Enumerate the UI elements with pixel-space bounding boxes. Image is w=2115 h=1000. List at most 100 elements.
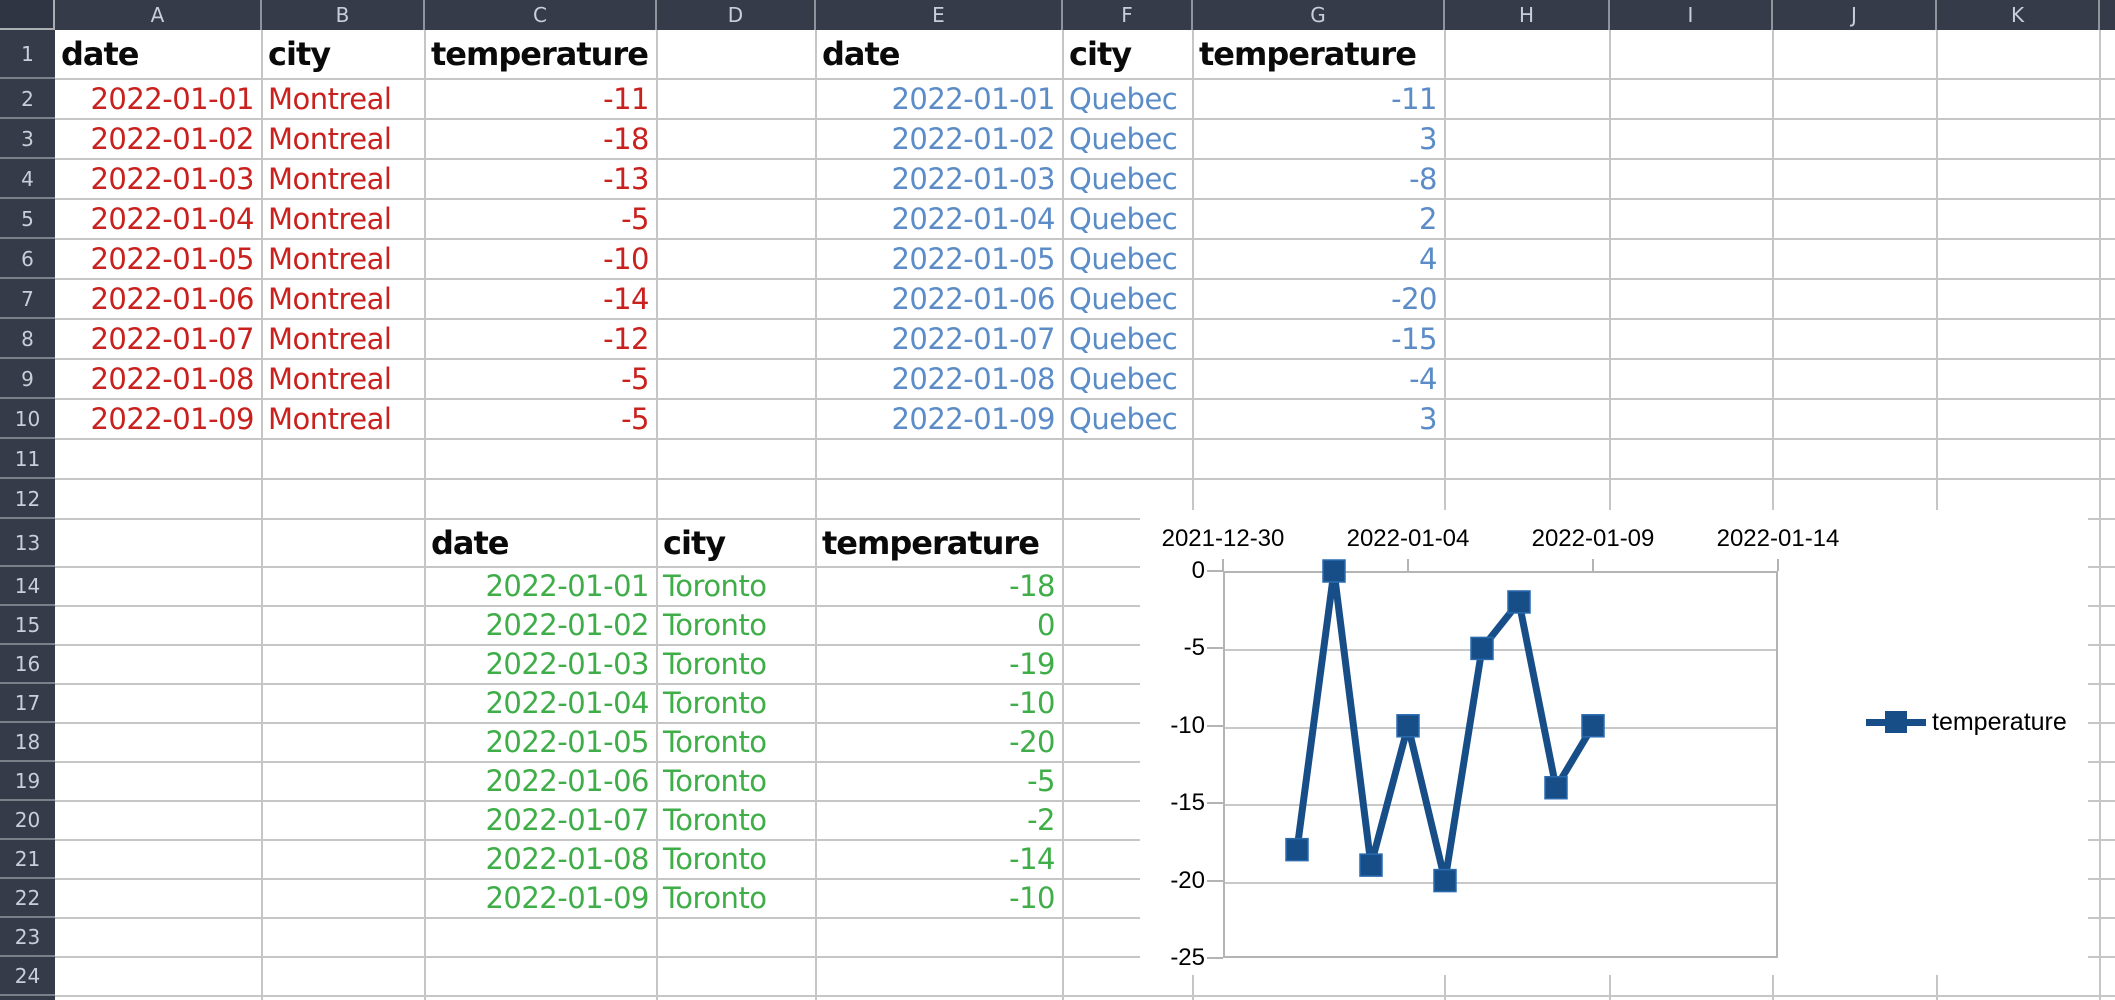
cell-D20[interactable]: Toronto <box>663 803 767 837</box>
cell-B7[interactable]: Montreal <box>268 282 392 316</box>
cell-D16[interactable]: Toronto <box>663 647 767 681</box>
cell-G1[interactable]: temperature <box>1199 35 1417 73</box>
cell-A10[interactable]: 2022-01-09 <box>90 402 254 436</box>
row-header-6[interactable]: 6 <box>0 239 55 279</box>
row-header-16[interactable]: 16 <box>0 645 55 684</box>
cell-C9[interactable]: -5 <box>621 362 649 396</box>
cell-F6[interactable]: Quebec <box>1069 242 1178 276</box>
cell-C19[interactable]: 2022-01-06 <box>485 764 649 798</box>
embedded-chart[interactable]: 0 -5 -10 -15 -20 -25 2021-12-30 2022-01-04 2022-… <box>1140 510 2088 975</box>
row-header-21[interactable]: 21 <box>0 840 55 879</box>
column-header-J[interactable]: J <box>1773 0 1937 30</box>
cell-E7[interactable]: 2022-01-06 <box>891 282 1055 316</box>
cell-D21[interactable]: Toronto <box>663 842 767 876</box>
cell-G4[interactable]: -8 <box>1409 162 1437 196</box>
row-header-23[interactable]: 23 <box>0 918 55 957</box>
cell-D17[interactable]: Toronto <box>663 686 767 720</box>
cell-C10[interactable]: -5 <box>621 402 649 436</box>
column-header-I[interactable]: I <box>1610 0 1773 30</box>
cell-D15[interactable]: Toronto <box>663 608 767 642</box>
cell-E14[interactable]: -18 <box>1009 569 1055 603</box>
row-header-17[interactable]: 17 <box>0 684 55 723</box>
cell-C6[interactable]: -10 <box>603 242 649 276</box>
column-header-A[interactable]: A <box>55 0 262 30</box>
cell-C22[interactable]: 2022-01-09 <box>485 881 649 915</box>
row-header-9[interactable]: 9 <box>0 359 55 399</box>
cell-C16[interactable]: 2022-01-03 <box>485 647 649 681</box>
row-header-14[interactable]: 14 <box>0 567 55 606</box>
cell-A8[interactable]: 2022-01-07 <box>90 322 254 356</box>
cell-A5[interactable]: 2022-01-04 <box>90 202 254 236</box>
row-header-3[interactable]: 3 <box>0 119 55 159</box>
column-header-F[interactable]: F <box>1063 0 1193 30</box>
row-header-24[interactable]: 24 <box>0 957 55 996</box>
cell-D13[interactable]: city <box>663 524 726 562</box>
cell-D14[interactable]: Toronto <box>663 569 767 603</box>
cell-F9[interactable]: Quebec <box>1069 362 1178 396</box>
column-header-B[interactable]: B <box>262 0 425 30</box>
cell-F3[interactable]: Quebec <box>1069 122 1178 156</box>
cell-G2[interactable]: -11 <box>1391 82 1437 116</box>
cell-B1[interactable]: city <box>268 35 331 73</box>
cell-G7[interactable]: -20 <box>1391 282 1437 316</box>
row-header-18[interactable]: 18 <box>0 723 55 762</box>
row-header-22[interactable]: 22 <box>0 879 55 918</box>
cell-F10[interactable]: Quebec <box>1069 402 1178 436</box>
cell-F8[interactable]: Quebec <box>1069 322 1178 356</box>
column-header-C[interactable]: C <box>425 0 657 30</box>
column-header-G[interactable]: G <box>1193 0 1445 30</box>
row-header-20[interactable]: 20 <box>0 801 55 840</box>
cell-C7[interactable]: -14 <box>603 282 649 316</box>
cell-C14[interactable]: 2022-01-01 <box>485 569 649 603</box>
cell-C17[interactable]: 2022-01-04 <box>485 686 649 720</box>
row-header-15[interactable]: 15 <box>0 606 55 645</box>
cell-E3[interactable]: 2022-01-02 <box>891 122 1055 156</box>
cell-F7[interactable]: Quebec <box>1069 282 1178 316</box>
cell-B2[interactable]: Montreal <box>268 82 392 116</box>
cell-C21[interactable]: 2022-01-08 <box>485 842 649 876</box>
row-header-4[interactable]: 4 <box>0 159 55 199</box>
cell-B4[interactable]: Montreal <box>268 162 392 196</box>
cell-A6[interactable]: 2022-01-05 <box>90 242 254 276</box>
row-header-10[interactable]: 10 <box>0 399 55 439</box>
cell-E19[interactable]: -5 <box>1027 764 1055 798</box>
cell-G10[interactable]: 3 <box>1419 402 1437 436</box>
row-header-2[interactable]: 2 <box>0 79 55 119</box>
cell-C2[interactable]: -11 <box>603 82 649 116</box>
cell-A7[interactable]: 2022-01-06 <box>90 282 254 316</box>
cell-C3[interactable]: -18 <box>603 122 649 156</box>
cell-F2[interactable]: Quebec <box>1069 82 1178 116</box>
cell-A9[interactable]: 2022-01-08 <box>90 362 254 396</box>
cell-E8[interactable]: 2022-01-07 <box>891 322 1055 356</box>
cell-B6[interactable]: Montreal <box>268 242 392 276</box>
cell-A1[interactable]: date <box>61 35 139 73</box>
row-header-11[interactable]: 11 <box>0 439 55 479</box>
cell-E20[interactable]: -2 <box>1027 803 1055 837</box>
column-header-D[interactable]: D <box>657 0 816 30</box>
cell-D18[interactable]: Toronto <box>663 725 767 759</box>
cell-G5[interactable]: 2 <box>1419 202 1437 236</box>
cell-E10[interactable]: 2022-01-09 <box>891 402 1055 436</box>
column-header-H[interactable]: H <box>1445 0 1610 30</box>
cell-F1[interactable]: city <box>1069 35 1132 73</box>
row-header-12[interactable]: 12 <box>0 479 55 519</box>
cell-C4[interactable]: -13 <box>603 162 649 196</box>
cell-E13[interactable]: temperature <box>822 524 1040 562</box>
cell-F4[interactable]: Quebec <box>1069 162 1178 196</box>
cell-E21[interactable]: -14 <box>1009 842 1055 876</box>
cell-E5[interactable]: 2022-01-04 <box>891 202 1055 236</box>
cell-E17[interactable]: -10 <box>1009 686 1055 720</box>
row-header-5[interactable]: 5 <box>0 199 55 239</box>
cell-D22[interactable]: Toronto <box>663 881 767 915</box>
cell-C13[interactable]: date <box>431 524 509 562</box>
cell-D19[interactable]: Toronto <box>663 764 767 798</box>
cell-E18[interactable]: -20 <box>1009 725 1055 759</box>
cell-E9[interactable]: 2022-01-08 <box>891 362 1055 396</box>
cell-E16[interactable]: -19 <box>1009 647 1055 681</box>
cell-E2[interactable]: 2022-01-01 <box>891 82 1055 116</box>
cell-C18[interactable]: 2022-01-05 <box>485 725 649 759</box>
row-header-19[interactable]: 19 <box>0 762 55 801</box>
select-all-corner[interactable] <box>0 0 55 30</box>
cell-A4[interactable]: 2022-01-03 <box>90 162 254 196</box>
cell-E1[interactable]: date <box>822 35 900 73</box>
